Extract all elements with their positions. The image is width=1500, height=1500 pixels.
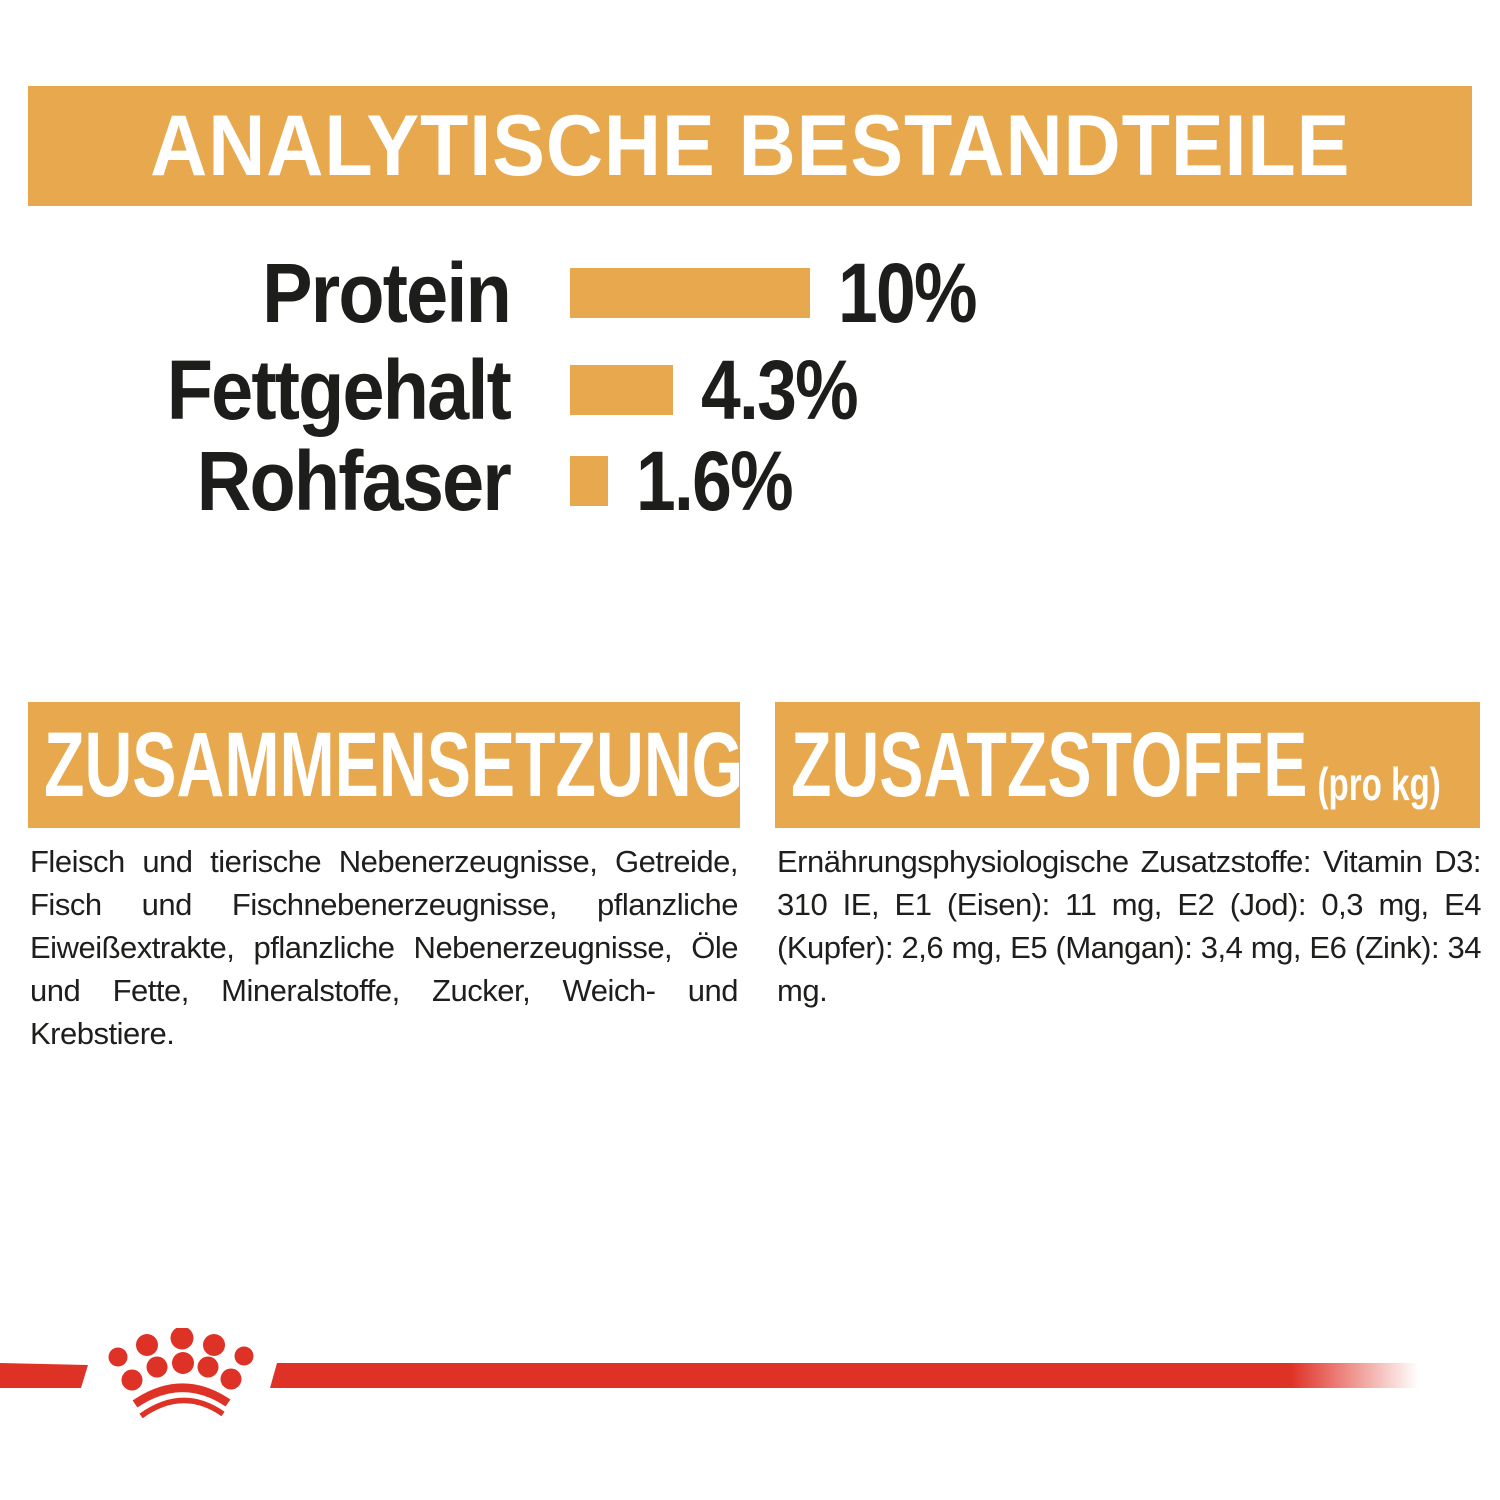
chart-bar-rohfaser: [570, 456, 609, 506]
composition-title: ZUSAMMENSETZUNG: [44, 714, 744, 816]
additives-title-suffix: (pro kg): [1317, 758, 1441, 810]
red-stripe-right: [270, 1363, 1430, 1388]
chart-value-rohfaser: 1.6%: [636, 434, 794, 528]
chart-bar-protein: [570, 268, 810, 318]
chart-label-rohfaser: Rohfaser: [196, 434, 512, 528]
analytical-constituents-banner: ANALYTISCHE BESTANDTEILE: [28, 86, 1472, 206]
additives-body: Ernährungsphysiologische Zusatzstoffe: V…: [777, 844, 1482, 1008]
chart-value-protein: 10%: [838, 246, 978, 340]
additives-title-group: ZUSATZSTOFFE (pro kg): [791, 719, 1441, 811]
red-stripe-left: [0, 1363, 88, 1388]
chart-bar-fettgehalt: [570, 365, 674, 415]
chart-row-fettgehalt: Fettgehalt 4.3%: [0, 347, 1500, 433]
chart-label-protein: Protein: [262, 246, 512, 340]
chart-row-rohfaser: Rohfaser 1.6%: [0, 438, 1500, 524]
chart-value-fettgehalt: 4.3%: [701, 343, 859, 437]
royal-canin-crown-icon: [108, 1328, 254, 1419]
composition-banner: ZUSAMMENSETZUNG: [28, 702, 744, 828]
composition-body: Fleisch und tierische Nebenerzeugnisse, …: [30, 844, 739, 1051]
chart-row-protein: Protein 10%: [0, 250, 1500, 336]
additives-banner: ZUSATZSTOFFE (pro kg): [775, 702, 1480, 828]
analytical-constituents-title: ANALYTISCHE BESTANDTEILE: [149, 98, 1351, 194]
additives-title: ZUSATZSTOFFE: [791, 714, 1308, 816]
chart-label-fettgehalt: Fettgehalt: [166, 343, 512, 437]
